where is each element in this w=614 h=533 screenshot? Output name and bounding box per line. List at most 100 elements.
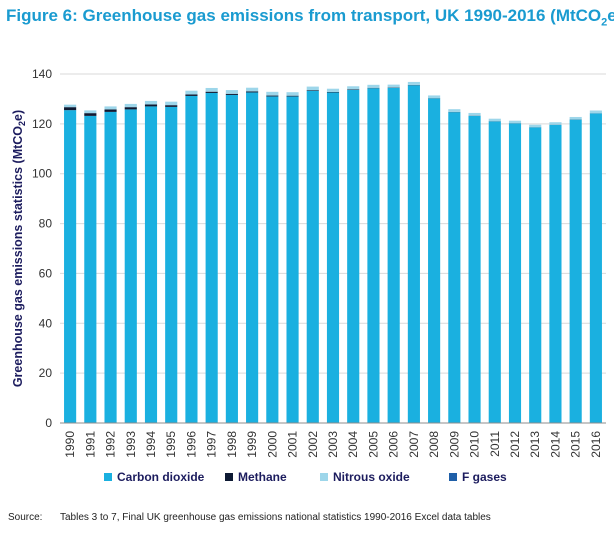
legend-label: F gases xyxy=(462,470,507,484)
legend-item: Carbon dioxide xyxy=(104,470,205,484)
x-tick-label: 2014 xyxy=(548,431,562,458)
bar-segment-carbon-dioxide xyxy=(387,87,400,424)
x-tick-label: 1990 xyxy=(63,431,77,458)
bar-segment-nitrous-oxide xyxy=(428,95,441,99)
bar-segment-nitrous-oxide xyxy=(407,81,420,85)
bar-segment-nitrous-oxide xyxy=(104,106,117,110)
bar-segment-carbon-dioxide xyxy=(185,95,198,424)
chart-title: Figure 6: Greenhouse gas emissions from … xyxy=(6,6,614,28)
bar-segment-methane xyxy=(306,90,319,91)
x-tick-label: 2012 xyxy=(508,431,522,458)
legend-item: Methane xyxy=(225,470,287,484)
y-tick-label: 140 xyxy=(32,67,52,81)
y-tick-label: 0 xyxy=(45,416,52,430)
bar-segment-nitrous-oxide xyxy=(246,87,259,92)
x-tick-label: 1998 xyxy=(225,431,239,458)
bar-segment-nitrous-oxide xyxy=(64,104,77,108)
bar-segment-nitrous-oxide xyxy=(124,103,137,108)
source-text: Tables 3 to 7, Final UK greenhouse gas e… xyxy=(60,512,491,523)
bar-segment-carbon-dioxide xyxy=(306,90,319,423)
source-label: Source: xyxy=(8,512,43,523)
chart-title-subscript: 2 xyxy=(601,16,608,29)
bar-segment-carbon-dioxide xyxy=(84,115,97,423)
x-axis-ticks: 1990 1991 1992 1993 1994 1995 1996 1997 1998 1999… xyxy=(63,431,603,458)
bar-segment-methane xyxy=(144,104,158,107)
bar-segment-carbon-dioxide xyxy=(569,119,582,423)
bar-segment-carbon-dioxide xyxy=(225,94,238,423)
bar-segment-nitrous-oxide xyxy=(508,120,522,124)
bar-segment-nitrous-oxide xyxy=(347,86,360,90)
bar-segment-nitrous-oxide xyxy=(367,84,380,88)
bar-segment-carbon-dioxide xyxy=(428,98,441,424)
bar-segment-carbon-dioxide xyxy=(508,123,522,423)
bar-segment-nitrous-oxide xyxy=(144,100,158,105)
y-tick-label: 60 xyxy=(39,266,53,280)
bar-segment-methane xyxy=(225,93,238,95)
bar-segment-carbon-dioxide xyxy=(367,88,380,423)
bar-segment-carbon-dioxide xyxy=(448,112,461,423)
x-tick-label: 1993 xyxy=(124,431,138,458)
bar-segment-nitrous-oxide xyxy=(185,90,198,95)
y-axis-title: Greenhouse gas emissions statistics (MtC… xyxy=(11,110,27,387)
source-note: Source: Tables 3 to 7, Final UK greenhous… xyxy=(8,512,491,523)
bar-segment-methane xyxy=(246,91,259,93)
legend-label: Methane xyxy=(238,470,287,484)
bar-segment-nitrous-oxide xyxy=(387,84,400,88)
legend-swatch xyxy=(449,473,457,481)
x-tick-label: 2004 xyxy=(346,431,360,458)
x-tick-label: 1991 xyxy=(83,431,97,458)
bar-segment-carbon-dioxide xyxy=(529,127,542,424)
legend-item: Nitrous oxide xyxy=(320,470,410,484)
legend: Carbon dioxide Methane Nitrous oxide F gase… xyxy=(104,470,507,484)
bar-segment-methane xyxy=(64,107,77,111)
y-axis-title-subscript: 2 xyxy=(17,121,27,126)
y-tick-label: 120 xyxy=(32,117,52,131)
x-tick-label: 2013 xyxy=(528,431,542,458)
bar-segment-methane xyxy=(185,94,198,96)
bar-segment-methane xyxy=(165,105,178,107)
legend-label: Carbon dioxide xyxy=(117,470,205,484)
bar-segment-methane xyxy=(84,113,97,116)
bar-segment-carbon-dioxide xyxy=(549,124,562,424)
bar-segment-nitrous-oxide xyxy=(84,110,97,114)
bar-segment-carbon-dioxide xyxy=(286,96,299,423)
stacked-bar-chart: 0 20 40 60 80 100 120 140 Greenhouse gas emissio… xyxy=(11,67,606,484)
bar-segment-carbon-dioxide xyxy=(266,96,279,423)
chart-title-end: e) xyxy=(607,6,614,25)
x-tick-label: 2011 xyxy=(488,431,502,457)
x-tick-label: 2009 xyxy=(447,431,461,458)
bar-segment-methane xyxy=(124,107,137,110)
bar-segment-nitrous-oxide xyxy=(549,122,562,125)
legend-label: Nitrous oxide xyxy=(333,470,410,484)
bar-segment-nitrous-oxide xyxy=(205,87,218,92)
x-tick-label: 2015 xyxy=(569,431,583,458)
bar-segment-nitrous-oxide xyxy=(165,101,178,106)
legend-swatch xyxy=(225,473,233,481)
x-tick-label: 2010 xyxy=(468,431,482,458)
bar-segment-carbon-dioxide xyxy=(144,106,158,424)
y-tick-label: 40 xyxy=(39,316,53,330)
bar-segment-carbon-dioxide xyxy=(407,85,420,423)
x-tick-label: 2002 xyxy=(306,431,320,458)
bar-segment-carbon-dioxide xyxy=(205,92,218,423)
bar-segment-nitrous-oxide xyxy=(488,118,501,122)
bar-segment-carbon-dioxide xyxy=(347,89,360,423)
x-tick-label: 2000 xyxy=(265,431,279,458)
bar-segment-carbon-dioxide xyxy=(488,121,501,423)
x-tick-label: 1992 xyxy=(104,431,118,458)
chart-title-text: Figure 6: Greenhouse gas emissions from … xyxy=(6,6,602,25)
x-tick-label: 2006 xyxy=(387,431,401,458)
bar-segment-nitrous-oxide xyxy=(326,88,340,92)
y-tick-label: 20 xyxy=(39,366,53,380)
bar-segment-nitrous-oxide xyxy=(266,91,279,96)
legend-item: F gases xyxy=(449,470,507,484)
bar-segment-carbon-dioxide xyxy=(589,113,602,423)
x-tick-label: 2016 xyxy=(589,431,603,458)
legend-swatch xyxy=(104,473,112,481)
bar-segment-nitrous-oxide xyxy=(286,92,299,96)
x-tick-label: 1999 xyxy=(245,431,259,458)
x-tick-label: 1994 xyxy=(144,431,158,458)
x-tick-label: 2001 xyxy=(286,431,300,458)
bar-segment-carbon-dioxide xyxy=(468,115,481,423)
x-tick-label: 1996 xyxy=(184,431,198,458)
